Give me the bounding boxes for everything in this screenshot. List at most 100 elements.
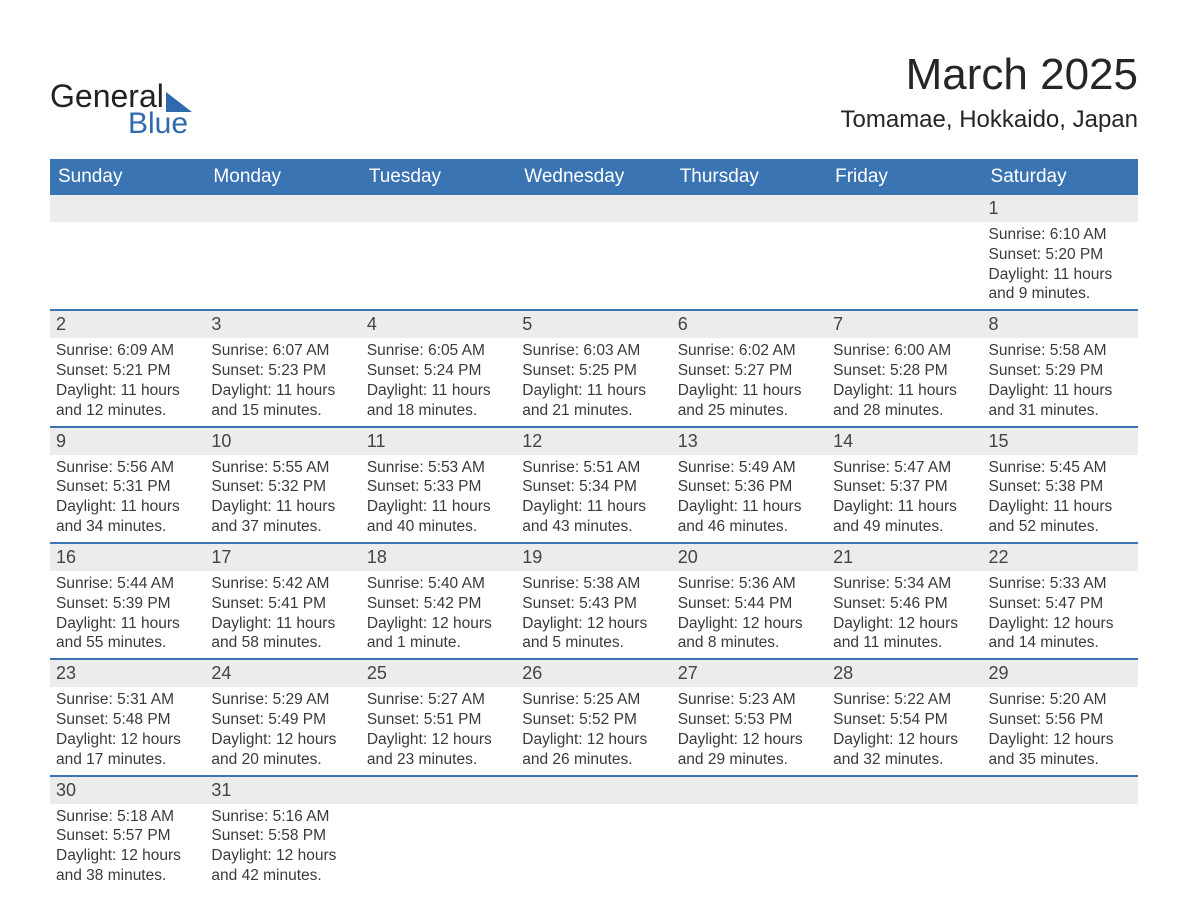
day-details bbox=[361, 222, 516, 230]
day-details: Sunrise: 5:42 AMSunset: 5:41 PMDaylight:… bbox=[205, 571, 360, 658]
calendar-day-cell: 19Sunrise: 5:38 AMSunset: 5:43 PMDayligh… bbox=[516, 543, 671, 659]
calendar-empty-cell bbox=[516, 776, 671, 891]
day-number: 17 bbox=[205, 544, 360, 571]
dow-header: Monday bbox=[205, 160, 360, 194]
calendar-day-cell: 29Sunrise: 5:20 AMSunset: 5:56 PMDayligh… bbox=[983, 659, 1138, 775]
day-details: Sunrise: 5:22 AMSunset: 5:54 PMDaylight:… bbox=[827, 687, 982, 774]
day-details: Sunrise: 6:09 AMSunset: 5:21 PMDaylight:… bbox=[50, 338, 205, 425]
day-details: Sunrise: 5:23 AMSunset: 5:53 PMDaylight:… bbox=[672, 687, 827, 774]
sunset-text: Sunset: 5:54 PM bbox=[833, 710, 976, 730]
day-number: 16 bbox=[50, 544, 205, 571]
calendar-day-cell: 3Sunrise: 6:07 AMSunset: 5:23 PMDaylight… bbox=[205, 310, 360, 426]
sunrise-text: Sunrise: 5:56 AM bbox=[56, 458, 199, 478]
day-details bbox=[672, 804, 827, 812]
page-title: March 2025 bbox=[841, 50, 1139, 100]
day-number: 25 bbox=[361, 660, 516, 687]
calendar-empty-cell bbox=[50, 194, 205, 310]
daylight-text: Daylight: 12 hours and 29 minutes. bbox=[678, 730, 821, 770]
calendar-empty-cell bbox=[361, 776, 516, 891]
sunset-text: Sunset: 5:57 PM bbox=[56, 826, 199, 846]
day-details: Sunrise: 5:31 AMSunset: 5:48 PMDaylight:… bbox=[50, 687, 205, 774]
day-number: 15 bbox=[983, 428, 1138, 455]
daylight-text: Daylight: 11 hours and 28 minutes. bbox=[833, 381, 976, 421]
calendar-week-row: 23Sunrise: 5:31 AMSunset: 5:48 PMDayligh… bbox=[50, 659, 1138, 775]
calendar-day-cell: 18Sunrise: 5:40 AMSunset: 5:42 PMDayligh… bbox=[361, 543, 516, 659]
daylight-text: Daylight: 11 hours and 12 minutes. bbox=[56, 381, 199, 421]
sunrise-text: Sunrise: 6:09 AM bbox=[56, 341, 199, 361]
calendar-day-cell: 31Sunrise: 5:16 AMSunset: 5:58 PMDayligh… bbox=[205, 776, 360, 891]
day-details: Sunrise: 6:07 AMSunset: 5:23 PMDaylight:… bbox=[205, 338, 360, 425]
sunrise-text: Sunrise: 6:05 AM bbox=[367, 341, 510, 361]
daylight-text: Daylight: 12 hours and 23 minutes. bbox=[367, 730, 510, 770]
sunset-text: Sunset: 5:25 PM bbox=[522, 361, 665, 381]
sunrise-text: Sunrise: 5:27 AM bbox=[367, 690, 510, 710]
calendar-day-cell: 13Sunrise: 5:49 AMSunset: 5:36 PMDayligh… bbox=[672, 427, 827, 543]
daylight-text: Daylight: 12 hours and 26 minutes. bbox=[522, 730, 665, 770]
sunrise-text: Sunrise: 5:51 AM bbox=[522, 458, 665, 478]
day-details: Sunrise: 5:51 AMSunset: 5:34 PMDaylight:… bbox=[516, 455, 671, 542]
calendar-week-row: 30Sunrise: 5:18 AMSunset: 5:57 PMDayligh… bbox=[50, 776, 1138, 891]
calendar-week-row: 1Sunrise: 6:10 AMSunset: 5:20 PMDaylight… bbox=[50, 194, 1138, 310]
day-details bbox=[361, 804, 516, 812]
sunrise-text: Sunrise: 5:58 AM bbox=[989, 341, 1132, 361]
daylight-text: Daylight: 12 hours and 32 minutes. bbox=[833, 730, 976, 770]
day-details: Sunrise: 5:58 AMSunset: 5:29 PMDaylight:… bbox=[983, 338, 1138, 425]
day-number bbox=[672, 777, 827, 804]
day-details: Sunrise: 5:56 AMSunset: 5:31 PMDaylight:… bbox=[50, 455, 205, 542]
daylight-text: Daylight: 11 hours and 46 minutes. bbox=[678, 497, 821, 537]
dow-header: Tuesday bbox=[361, 160, 516, 194]
calendar-day-cell: 26Sunrise: 5:25 AMSunset: 5:52 PMDayligh… bbox=[516, 659, 671, 775]
day-details: Sunrise: 5:16 AMSunset: 5:58 PMDaylight:… bbox=[205, 804, 360, 891]
sunrise-text: Sunrise: 5:38 AM bbox=[522, 574, 665, 594]
day-number bbox=[205, 195, 360, 222]
dow-header: Thursday bbox=[672, 160, 827, 194]
daylight-text: Daylight: 12 hours and 20 minutes. bbox=[211, 730, 354, 770]
daylight-text: Daylight: 11 hours and 31 minutes. bbox=[989, 381, 1132, 421]
header: General Blue March 2025 Tomamae, Hokkaid… bbox=[50, 50, 1138, 141]
sunrise-text: Sunrise: 5:49 AM bbox=[678, 458, 821, 478]
day-details: Sunrise: 5:36 AMSunset: 5:44 PMDaylight:… bbox=[672, 571, 827, 658]
title-block: March 2025 Tomamae, Hokkaido, Japan bbox=[841, 50, 1139, 134]
day-details bbox=[827, 804, 982, 812]
calendar-day-cell: 21Sunrise: 5:34 AMSunset: 5:46 PMDayligh… bbox=[827, 543, 982, 659]
day-details bbox=[50, 222, 205, 230]
sunrise-text: Sunrise: 5:47 AM bbox=[833, 458, 976, 478]
day-details bbox=[516, 804, 671, 812]
sunrise-text: Sunrise: 5:18 AM bbox=[56, 807, 199, 827]
day-number: 10 bbox=[205, 428, 360, 455]
day-number: 19 bbox=[516, 544, 671, 571]
day-number: 7 bbox=[827, 311, 982, 338]
day-number bbox=[983, 777, 1138, 804]
sunrise-text: Sunrise: 5:29 AM bbox=[211, 690, 354, 710]
calendar-day-cell: 16Sunrise: 5:44 AMSunset: 5:39 PMDayligh… bbox=[50, 543, 205, 659]
day-number: 11 bbox=[361, 428, 516, 455]
calendar-week-row: 9Sunrise: 5:56 AMSunset: 5:31 PMDaylight… bbox=[50, 427, 1138, 543]
sunrise-text: Sunrise: 5:25 AM bbox=[522, 690, 665, 710]
day-details: Sunrise: 5:40 AMSunset: 5:42 PMDaylight:… bbox=[361, 571, 516, 658]
calendar-empty-cell bbox=[827, 776, 982, 891]
calendar-day-cell: 25Sunrise: 5:27 AMSunset: 5:51 PMDayligh… bbox=[361, 659, 516, 775]
calendar-day-cell: 4Sunrise: 6:05 AMSunset: 5:24 PMDaylight… bbox=[361, 310, 516, 426]
sunset-text: Sunset: 5:41 PM bbox=[211, 594, 354, 614]
calendar-day-cell: 5Sunrise: 6:03 AMSunset: 5:25 PMDaylight… bbox=[516, 310, 671, 426]
day-number bbox=[50, 195, 205, 222]
calendar-week-row: 16Sunrise: 5:44 AMSunset: 5:39 PMDayligh… bbox=[50, 543, 1138, 659]
day-details: Sunrise: 5:18 AMSunset: 5:57 PMDaylight:… bbox=[50, 804, 205, 891]
sunrise-text: Sunrise: 5:44 AM bbox=[56, 574, 199, 594]
sunrise-text: Sunrise: 6:03 AM bbox=[522, 341, 665, 361]
sunset-text: Sunset: 5:46 PM bbox=[833, 594, 976, 614]
calendar-empty-cell bbox=[516, 194, 671, 310]
sunrise-text: Sunrise: 6:10 AM bbox=[989, 225, 1132, 245]
sunset-text: Sunset: 5:58 PM bbox=[211, 826, 354, 846]
day-number: 27 bbox=[672, 660, 827, 687]
sunset-text: Sunset: 5:28 PM bbox=[833, 361, 976, 381]
dow-header: Sunday bbox=[50, 160, 205, 194]
calendar-empty-cell bbox=[672, 776, 827, 891]
day-number: 1 bbox=[983, 195, 1138, 222]
day-number bbox=[361, 195, 516, 222]
daylight-text: Daylight: 11 hours and 58 minutes. bbox=[211, 614, 354, 654]
day-number: 6 bbox=[672, 311, 827, 338]
sunset-text: Sunset: 5:24 PM bbox=[367, 361, 510, 381]
daylight-text: Daylight: 11 hours and 49 minutes. bbox=[833, 497, 976, 537]
calendar-day-cell: 8Sunrise: 5:58 AMSunset: 5:29 PMDaylight… bbox=[983, 310, 1138, 426]
